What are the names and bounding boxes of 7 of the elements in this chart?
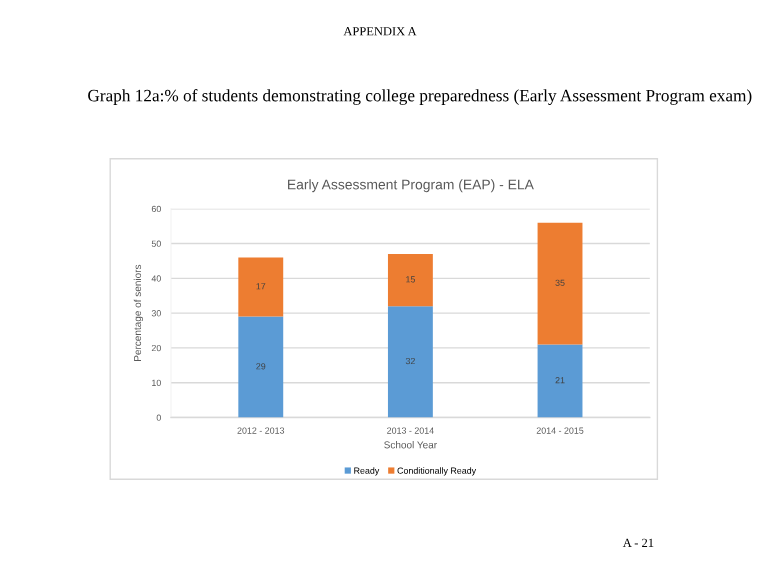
bar (537, 222, 583, 345)
bar (387, 253, 433, 307)
caption: Graph 12a:% of students demonstrating college preparedness (Early Assessment Program exam) (88, 89, 752, 105)
bar (387, 306, 433, 418)
bar (238, 257, 284, 317)
bar (537, 344, 583, 418)
bar (238, 316, 284, 418)
